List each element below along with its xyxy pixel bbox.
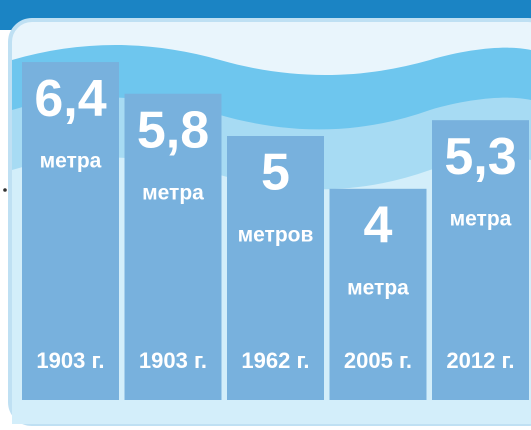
year-label: 2012 г.: [446, 348, 514, 373]
page: 6,4 метра 1903 г. 5,8 метра 1903 г. 5 метров 196…: [0, 0, 531, 430]
unit-label: метра: [450, 208, 512, 231]
year-label: 1903 г.: [139, 348, 207, 373]
unit-label: метра: [347, 276, 409, 299]
value-label: 4: [364, 197, 393, 255]
value-label: 6,4: [34, 70, 106, 128]
unit-label: метра: [40, 150, 102, 173]
dot: [3, 188, 7, 192]
value-label: 5,8: [137, 101, 209, 159]
chart: 6,4 метра 1903 г. 5,8 метра 1903 г. 5 метров 196…: [0, 0, 531, 430]
value-label: 5: [261, 144, 290, 202]
year-label: 1962 г.: [241, 348, 309, 373]
unit-label: метра: [142, 181, 204, 204]
year-label: 1903 г.: [36, 348, 104, 373]
value-label: 5,3: [444, 128, 516, 186]
year-label: 2005 г.: [344, 348, 412, 373]
unit-label: метров: [238, 224, 314, 247]
